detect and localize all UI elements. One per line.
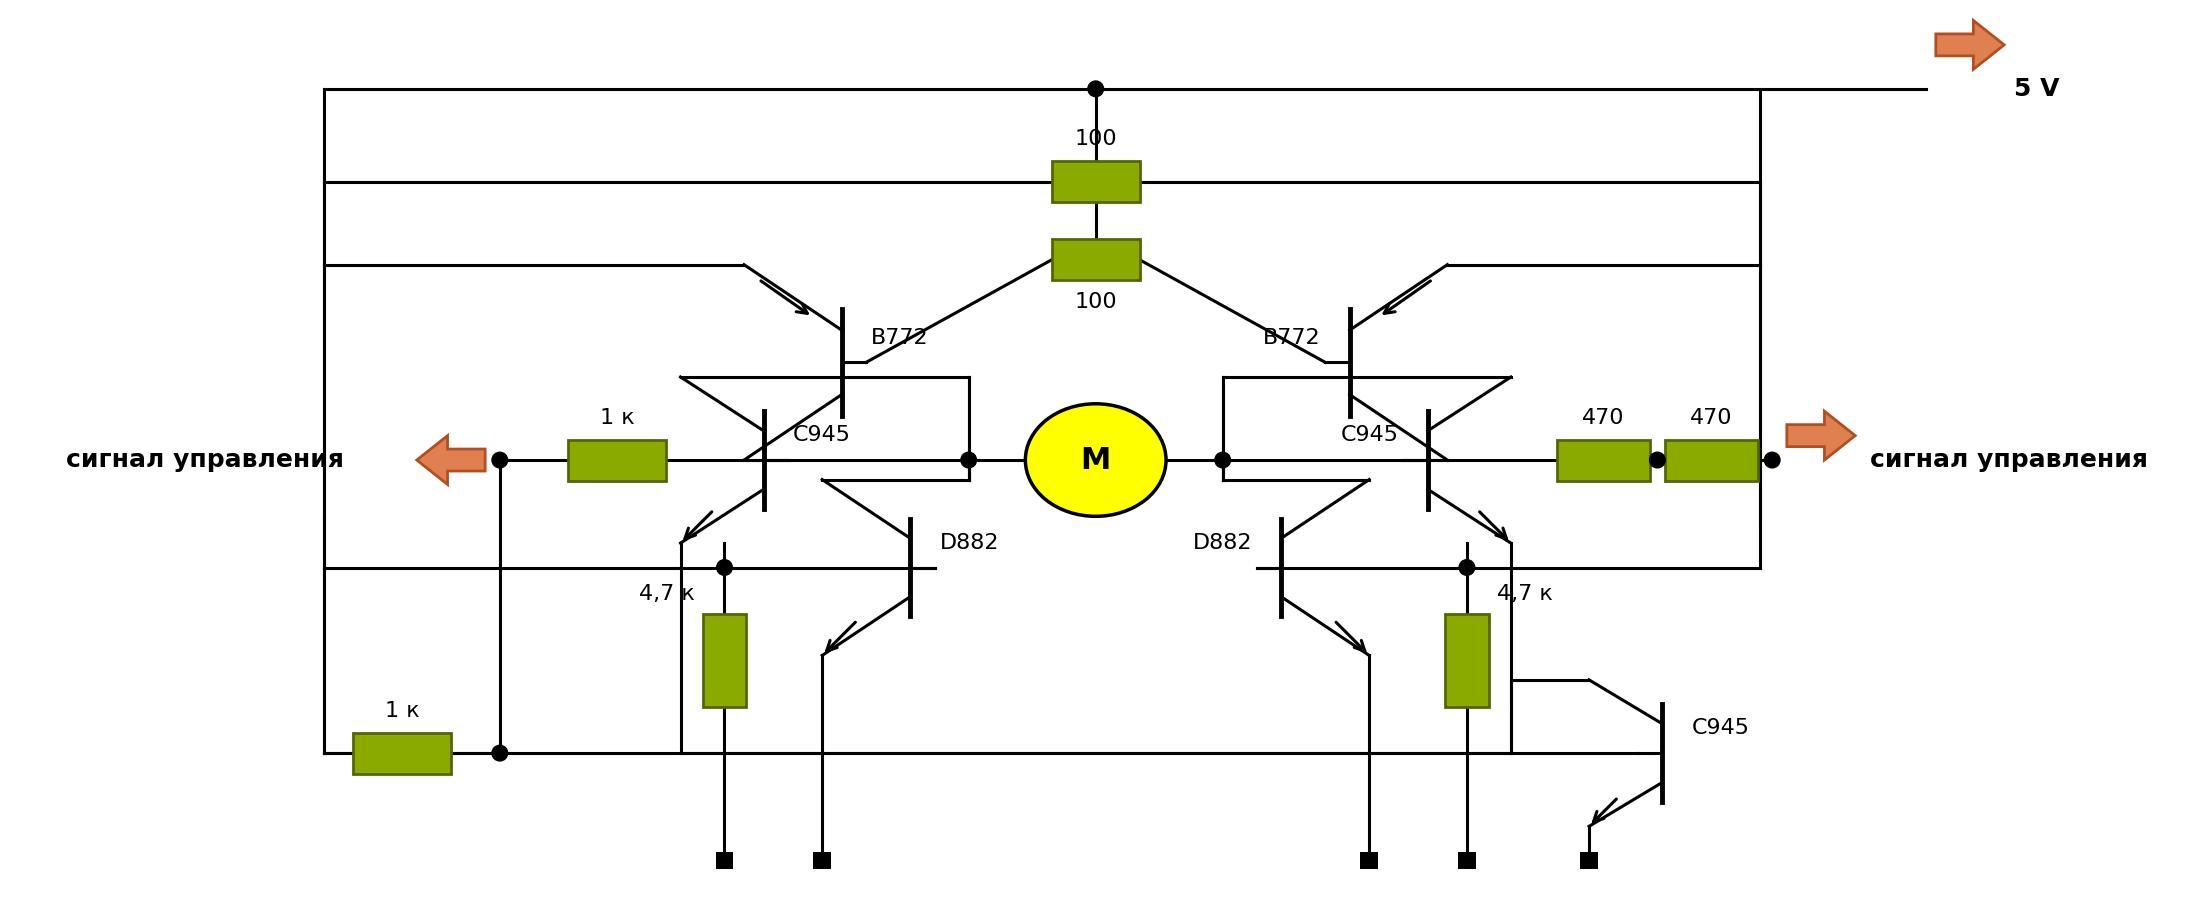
Text: сигнал управления: сигнал управления	[66, 448, 343, 472]
FancyBboxPatch shape	[1446, 614, 1488, 707]
FancyBboxPatch shape	[568, 440, 666, 480]
Text: 1 к: 1 к	[599, 407, 635, 428]
FancyBboxPatch shape	[814, 852, 831, 869]
Text: C945: C945	[794, 425, 851, 445]
Polygon shape	[1937, 20, 2003, 69]
Text: 4,7 к: 4,7 к	[1497, 584, 1552, 604]
FancyBboxPatch shape	[1557, 440, 1649, 480]
Text: D882: D882	[1192, 533, 1251, 553]
Text: 470: 470	[1689, 407, 1733, 428]
Text: 5 V: 5 V	[2014, 77, 2058, 101]
Circle shape	[1649, 452, 1665, 468]
Text: 100: 100	[1075, 292, 1117, 312]
FancyBboxPatch shape	[1665, 440, 1758, 480]
Text: D882: D882	[940, 533, 999, 553]
FancyBboxPatch shape	[1581, 852, 1599, 869]
Text: 100: 100	[1075, 129, 1117, 150]
Ellipse shape	[1026, 404, 1165, 517]
Text: C945: C945	[1340, 425, 1400, 445]
Circle shape	[1764, 452, 1780, 468]
Text: 470: 470	[1583, 407, 1625, 428]
Text: 4,7 к: 4,7 к	[639, 584, 694, 604]
Text: B772: B772	[1262, 328, 1320, 347]
Circle shape	[493, 452, 509, 468]
FancyBboxPatch shape	[1052, 239, 1139, 280]
FancyBboxPatch shape	[1360, 852, 1377, 869]
Circle shape	[716, 560, 732, 576]
FancyBboxPatch shape	[703, 614, 747, 707]
Polygon shape	[418, 435, 484, 484]
Circle shape	[1088, 81, 1103, 97]
Text: сигнал управления: сигнал управления	[1871, 448, 2147, 472]
FancyBboxPatch shape	[1052, 161, 1139, 202]
Circle shape	[1214, 452, 1232, 468]
FancyBboxPatch shape	[1457, 852, 1475, 869]
Text: C945: C945	[1691, 719, 1749, 738]
FancyBboxPatch shape	[354, 733, 451, 773]
Text: 1 к: 1 к	[385, 701, 420, 721]
Polygon shape	[1786, 411, 1855, 460]
Circle shape	[493, 746, 509, 761]
Text: B772: B772	[871, 328, 929, 347]
Circle shape	[962, 452, 977, 468]
Circle shape	[1459, 560, 1475, 576]
Text: M: M	[1081, 445, 1110, 475]
FancyBboxPatch shape	[716, 852, 734, 869]
